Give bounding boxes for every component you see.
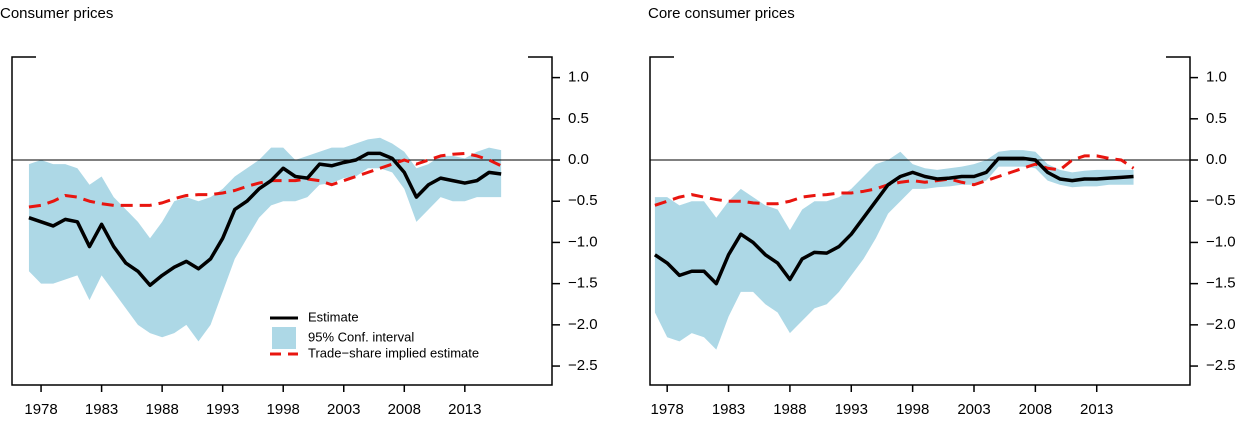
- x-tick-label: 1998: [267, 401, 300, 418]
- confidence-band: [654, 150, 1134, 350]
- y-tick-label: −1.5: [1206, 275, 1236, 292]
- legend-label: Estimate: [308, 309, 359, 324]
- x-tick-label: 2008: [388, 401, 421, 418]
- legend-label: Trade−share implied estimate: [308, 345, 479, 360]
- y-tick-label: 0.0: [568, 151, 589, 168]
- axis-frame: [11, 56, 553, 386]
- trade-share-line: [28, 151, 502, 209]
- y-tick-label: −0.5: [1206, 192, 1236, 209]
- y-tick-label: −2.0: [1206, 316, 1236, 333]
- x-tick-label: 1978: [650, 401, 683, 418]
- y-tick-label: −1.0: [1206, 233, 1236, 250]
- x-tick-label: 1993: [835, 401, 868, 418]
- estimate-line: [28, 151, 502, 288]
- y-tick-label: −0.5: [568, 192, 598, 209]
- x-tick-label: 1988: [773, 401, 806, 418]
- y-tick-label: 0.5: [1206, 110, 1227, 127]
- y-tick-label: −1.0: [568, 233, 598, 250]
- legend-label: 95% Conf. interval: [308, 329, 414, 344]
- legend-swatch: [272, 327, 296, 349]
- trade-share-line: [654, 154, 1135, 207]
- chart-title: Core consumer prices: [648, 5, 795, 22]
- y-tick-label: 0.0: [1206, 151, 1227, 168]
- y-tick-label: 1.0: [1206, 69, 1227, 86]
- y-tick-label: 1.0: [568, 69, 589, 86]
- x-tick-label: 2013: [1080, 401, 1113, 418]
- x-tick-label: 1988: [145, 401, 178, 418]
- x-tick-label: 1983: [712, 401, 745, 418]
- chart-title: Consumer prices: [0, 5, 113, 22]
- x-tick-label: 2003: [327, 401, 360, 418]
- x-tick-label: 1993: [206, 401, 239, 418]
- estimate-line: [653, 156, 1134, 286]
- x-tick-label: 2008: [1019, 401, 1052, 418]
- confidence-band: [28, 137, 502, 342]
- x-tick-label: 2013: [448, 401, 481, 418]
- x-tick-label: 1978: [24, 401, 57, 418]
- y-tick-label: −2.0: [568, 316, 598, 333]
- x-tick-label: 1983: [85, 401, 118, 418]
- y-tick-label: −2.5: [1206, 357, 1236, 374]
- axis-frame: [649, 56, 1191, 386]
- y-tick-label: −1.5: [568, 275, 598, 292]
- y-tick-label: 0.5: [568, 110, 589, 127]
- x-tick-label: 1998: [896, 401, 929, 418]
- y-tick-label: −2.5: [568, 357, 598, 374]
- x-tick-label: 2003: [957, 401, 990, 418]
